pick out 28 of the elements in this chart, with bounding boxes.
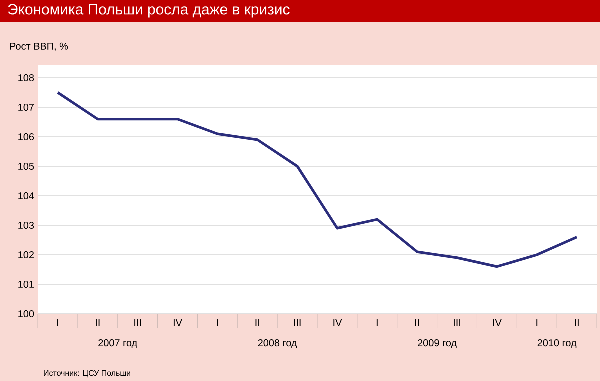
x-tick-label: III [134,320,142,326]
x-tick-label: IV [334,320,342,326]
x-tick-label: II [96,320,100,326]
text: 2007 год [98,340,138,348]
y-tick-label: 103 [18,222,34,230]
x-tick-label: II [256,320,260,326]
y-axis-title: Рост ВВП, % [10,42,68,52]
x-tick-label: II [415,320,420,326]
x-tick-label: I [376,320,378,326]
y-tick-label: 105 [18,162,34,170]
x-tick-label: IV [174,320,182,326]
y-tick-label: 106 [18,133,34,141]
y-tick-label: 100 [18,310,34,318]
x-tick-label: IV [493,320,502,326]
x-tick-label: II [575,320,579,326]
y-tick-label: 101 [18,280,34,288]
x-tick-label: I [536,320,538,326]
y-tick-label: 104 [18,192,34,200]
y-tick-label: 102 [18,251,34,259]
x-tick-label: I [217,320,218,326]
text: 2009 год [418,340,457,348]
text: 2010 год [538,340,577,348]
x-tick-label: III [454,320,460,326]
chart-title: Экономика Польши росла даже в кризис [8,4,290,18]
y-tick-label: 107 [18,104,34,112]
text: 2008 год [258,340,298,348]
y-tick-label: 108 [18,74,34,82]
x-tick-label: III [294,320,301,326]
